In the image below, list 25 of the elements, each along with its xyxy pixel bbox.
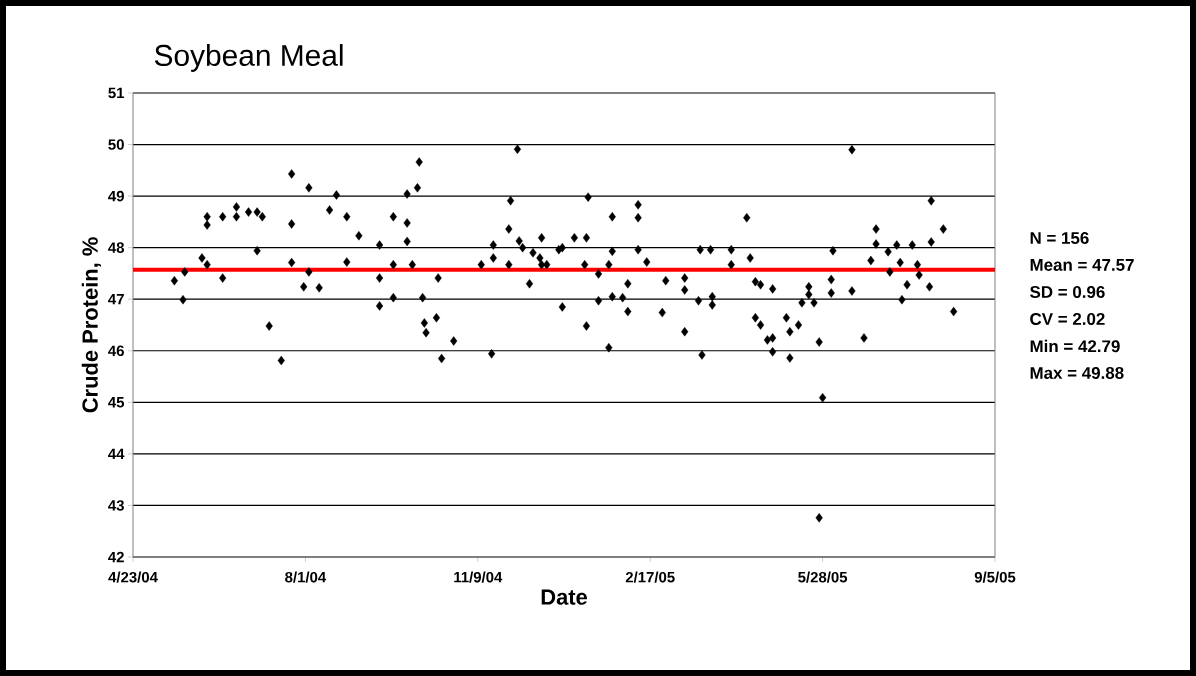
text: Max = 49.88 — [1030, 366, 1124, 379]
y-tick-label: 43 — [108, 500, 124, 511]
x-tick-label: 11/9/04 — [454, 571, 503, 583]
y-tick-label: 49 — [108, 190, 124, 202]
y-tick-label: 46 — [108, 345, 124, 357]
y-tick-label: 50 — [108, 139, 124, 150]
y-axis-title: Crude Protein, % — [81, 237, 102, 413]
x-axis-title: Date — [541, 589, 587, 605]
y-tick-label: 48 — [108, 242, 125, 253]
y-tick-label: 51 — [108, 87, 125, 99]
y-tick-label: 45 — [108, 397, 125, 408]
x-tick-label: 2/17/05 — [625, 571, 675, 583]
x-tick-label: 4/23/04 — [108, 571, 158, 583]
text: N = 156 — [1030, 231, 1089, 244]
x-tick-label: 5/28/05 — [798, 571, 848, 583]
text: Mean = 47.57 — [1030, 259, 1134, 271]
y-tick-label: 42 — [108, 551, 124, 563]
text: Min = 42.79 — [1030, 339, 1120, 353]
text: SD = 0.96 — [1030, 285, 1105, 298]
x-tick-label: 9/5/05 — [974, 571, 1016, 583]
y-tick-label: 44 — [108, 448, 125, 460]
y-tick-label: 47 — [108, 294, 124, 305]
text: CV = 2.02 — [1030, 312, 1105, 325]
chart-title: Soybean Meal — [154, 44, 343, 72]
x-tick-label: 8/1/04 — [285, 571, 327, 583]
